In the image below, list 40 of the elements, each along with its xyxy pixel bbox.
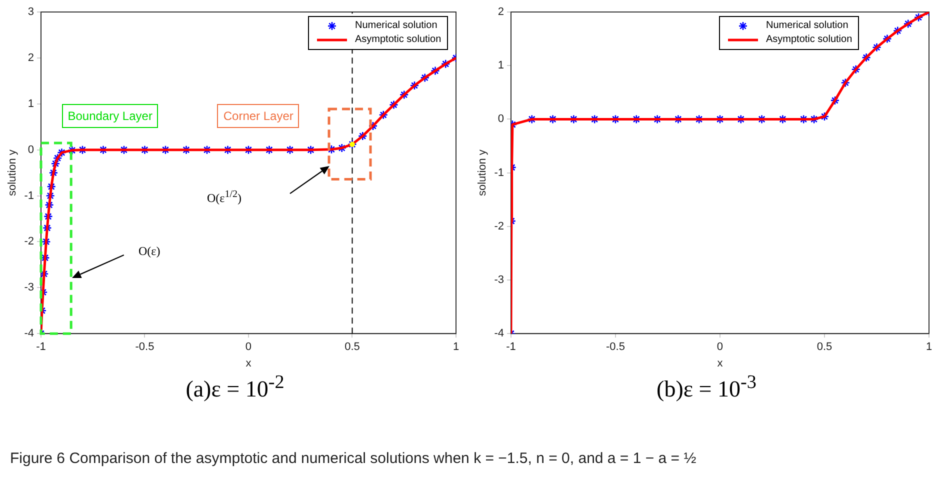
x-tick-label: -0.5 [606,341,625,354]
x-tick-label: -0.5 [135,341,154,354]
y-tick-label: 1 [28,98,34,110]
y-tick-label: -1 [494,166,504,179]
y-tick-label: -4 [494,328,504,340]
x-tick-label: 0.5 [344,341,360,354]
y-tick-label: -1 [24,190,34,202]
legend-label: Numerical solution [355,19,438,33]
y-tick-label: -2 [24,236,34,248]
x-tick-label: 1 [452,341,460,354]
caption: Figure 6 Comparison of the asymptotic and numerical solutions when k = −1.5, n = 0, and a = 1 − a = ½ [10,450,696,467]
y-tick-label: 2 [28,52,34,64]
y-tick-label: 0 [498,113,504,126]
y-tick-label: -2 [494,220,504,232]
x-tick-label: 0 [245,341,252,354]
x-axis-title: x [717,357,724,370]
x-axis-title: x [246,357,252,370]
x-tick-label: 1 [926,341,932,354]
x-tick-label: -1 [36,341,46,354]
y-tick-label: -3 [24,282,34,294]
legend-label: Numerical solution [766,19,848,33]
annotation: Boundary Layer [62,104,158,128]
y-tick-label: 1 [498,60,504,72]
legend-label: Asymptotic solution [355,33,442,47]
text: (b)ε = 10$^{-3}$ [656,372,758,403]
text: (a)ε = 10$^{-2}$ [184,372,286,403]
x-tick-label: 0.5 [816,341,832,354]
y-tick-label: 3 [28,6,34,18]
annotation: O(ε) [138,244,160,259]
y-axis-title: solution y [6,149,19,196]
y-tick-label: -3 [494,274,504,286]
y-tick-label: 0 [28,144,34,156]
legend-label: Asymptotic solution [766,33,852,47]
y-axis-title: solution y [476,149,489,196]
annotation: O(ε$^{1/2}$) [206,188,242,206]
x-tick-label: -1 [506,341,516,354]
annotation: Corner Layer [217,104,300,128]
y-tick-label: -4 [24,328,34,340]
y-tick-label: 2 [498,6,504,18]
x-tick-label: 0 [716,341,724,354]
